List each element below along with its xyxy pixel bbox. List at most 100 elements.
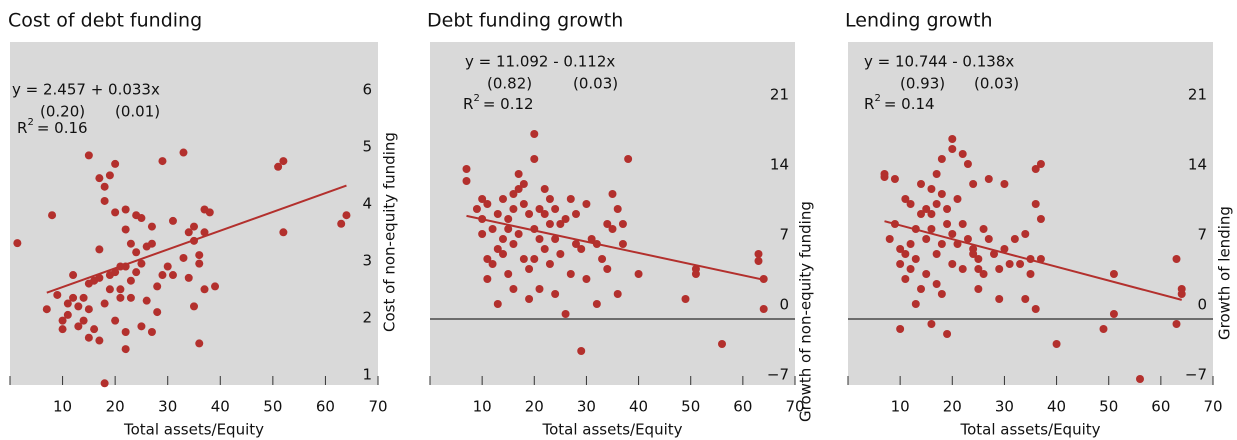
x-tick-label: 20	[525, 398, 544, 416]
data-point	[572, 210, 580, 218]
data-point	[917, 285, 925, 293]
data-point	[540, 210, 549, 218]
data-point	[759, 305, 768, 313]
data-point	[901, 275, 910, 283]
data-point	[519, 255, 528, 263]
data-point	[932, 280, 941, 288]
data-point	[551, 235, 560, 243]
data-point	[478, 230, 487, 238]
data-point	[937, 290, 946, 298]
standard-error: (0.82)	[487, 75, 532, 93]
data-point	[514, 170, 523, 178]
data-point	[953, 195, 962, 203]
data-point	[111, 159, 120, 168]
r-squared: R2 = 0.16	[17, 117, 88, 137]
data-point	[168, 216, 177, 225]
data-point	[483, 255, 492, 263]
data-point	[163, 262, 172, 271]
equation: y = 11.092 - 0.112x	[465, 53, 615, 71]
data-point	[84, 333, 93, 342]
x-tick-label: 50	[263, 398, 282, 416]
data-point	[111, 316, 120, 325]
standard-error: (0.20)	[40, 103, 85, 121]
data-point	[995, 295, 1004, 303]
x-axis-title: Total assets/Equity	[959, 421, 1100, 439]
data-point	[1021, 295, 1030, 303]
data-point	[274, 162, 283, 171]
data-point	[509, 240, 518, 248]
data-point	[53, 290, 62, 299]
data-point	[598, 255, 607, 263]
y-axis-title: Growth of lending	[1216, 206, 1234, 340]
data-point	[927, 185, 936, 193]
data-point	[545, 195, 554, 203]
data-point	[190, 302, 198, 311]
data-point	[69, 271, 78, 280]
data-point	[200, 228, 209, 237]
data-point	[754, 257, 763, 265]
y-tick-label: 21	[770, 86, 789, 104]
data-point	[1026, 270, 1035, 278]
data-point	[577, 245, 586, 253]
data-point	[618, 240, 627, 248]
r-value: = 0.14	[884, 95, 935, 113]
data-point	[896, 325, 905, 333]
data-point	[525, 265, 534, 273]
plot-background	[10, 42, 378, 385]
x-tick-label: 30	[158, 398, 177, 416]
data-point	[1031, 305, 1040, 313]
x-tick-label: 70	[785, 398, 804, 416]
data-point	[932, 170, 941, 178]
data-point	[917, 210, 925, 218]
x-tick-label: 70	[368, 398, 387, 416]
data-point	[901, 195, 910, 203]
data-point	[969, 250, 978, 258]
data-point	[911, 255, 920, 263]
x-tick-label: 70	[1203, 398, 1222, 416]
data-point	[984, 235, 993, 243]
data-point	[100, 196, 109, 205]
r-symbol: R	[864, 95, 874, 113]
r-squared: R2 = 0.14	[864, 93, 935, 113]
data-point	[582, 275, 591, 283]
data-point	[132, 248, 141, 257]
x-tick-label: 50	[1099, 398, 1118, 416]
data-point	[483, 200, 492, 208]
regression-line	[46, 184, 347, 294]
data-point	[95, 336, 104, 345]
data-point	[1005, 260, 1014, 268]
data-point	[74, 322, 83, 331]
data-point	[927, 320, 936, 328]
data-point	[514, 185, 523, 193]
standard-error: (0.03)	[573, 75, 618, 93]
data-point	[948, 230, 957, 238]
data-point	[100, 299, 109, 308]
data-point	[132, 268, 141, 277]
y-axis-title: Cost of non-equity funding	[381, 132, 399, 332]
data-point	[561, 215, 570, 223]
data-point	[74, 302, 83, 311]
data-point	[121, 225, 130, 234]
data-point	[535, 205, 544, 213]
data-point	[984, 175, 993, 183]
data-point	[990, 250, 998, 258]
r-power: 2	[27, 117, 33, 128]
data-point	[58, 316, 67, 325]
data-point	[179, 148, 188, 157]
y-tick-label: 2	[362, 309, 372, 327]
data-point	[153, 282, 162, 291]
data-point	[48, 211, 57, 220]
data-point	[105, 171, 114, 180]
data-point	[1109, 270, 1118, 278]
data-point	[1000, 180, 1009, 188]
data-point	[556, 250, 565, 258]
r-squared: R2 = 0.12	[463, 93, 534, 113]
data-point	[184, 273, 193, 282]
data-point	[488, 225, 497, 233]
data-point	[937, 190, 946, 198]
data-point	[1172, 320, 1181, 328]
data-point	[1031, 200, 1040, 208]
x-tick-label: 10	[891, 398, 910, 416]
data-point	[279, 157, 288, 166]
data-point	[142, 296, 151, 305]
